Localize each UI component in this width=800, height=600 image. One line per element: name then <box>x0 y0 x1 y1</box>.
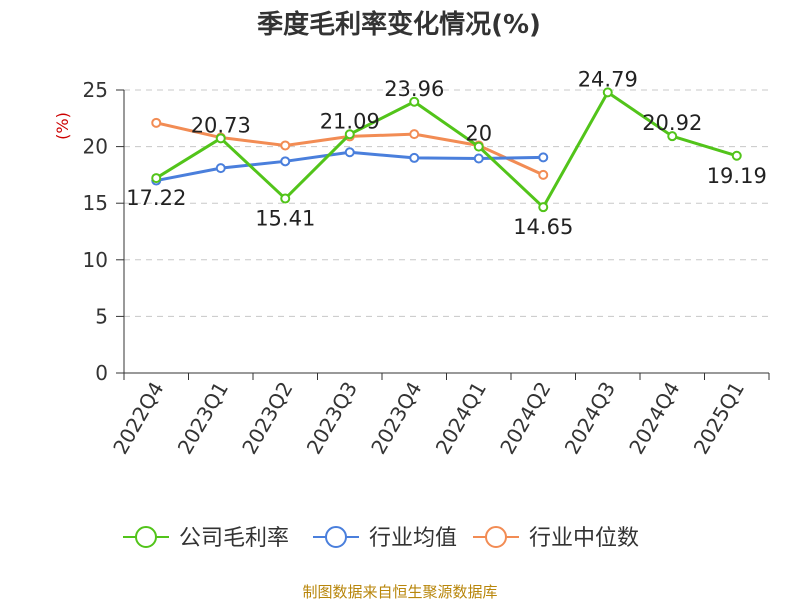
y-tick-label: 0 <box>95 361 108 385</box>
y-tick-label: 10 <box>83 248 108 272</box>
series-point <box>538 202 549 213</box>
legend-label: 公司毛利率 <box>179 526 289 551</box>
y-tick-label: 15 <box>83 191 108 215</box>
data-label: 15.41 <box>255 207 315 231</box>
data-label: 24.79 <box>578 67 638 91</box>
data-label: 20.73 <box>191 113 251 137</box>
series-point <box>344 147 355 158</box>
x-tick-label: 2023Q3 <box>302 378 362 459</box>
y-tick-label: 20 <box>83 135 108 159</box>
series-point <box>538 152 549 163</box>
data-label: 23.96 <box>384 77 444 101</box>
series-point <box>280 140 291 151</box>
data-label: 19.19 <box>707 164 767 188</box>
y-tick-label: 5 <box>95 304 108 328</box>
x-tick-label: 2023Q4 <box>366 378 426 459</box>
series-point <box>409 152 420 163</box>
data-label: 21.09 <box>320 109 380 133</box>
legend-swatch-marker <box>485 526 507 548</box>
series-point <box>344 129 355 140</box>
x-tick-label: 2023Q2 <box>237 378 297 459</box>
x-tick-label: 2023Q1 <box>173 378 233 459</box>
x-tick-label: 2022Q4 <box>108 378 168 459</box>
legend-label: 行业均值 <box>369 526 457 551</box>
series-layer <box>151 87 742 213</box>
y-axis-unit: (%) <box>53 112 72 140</box>
series-point <box>215 163 226 174</box>
data-label: 17.22 <box>126 186 186 210</box>
x-tick-label: 2024Q4 <box>624 378 684 459</box>
legend-label: 行业中位数 <box>529 526 639 551</box>
series-point <box>409 96 420 107</box>
legend-swatch-marker <box>135 526 157 548</box>
series-point <box>473 141 484 152</box>
series-point <box>151 117 162 128</box>
data-label: 20 <box>465 122 492 146</box>
data-label: 14.65 <box>513 215 573 239</box>
series-point <box>667 131 678 142</box>
gridlines <box>124 89 769 317</box>
series-point <box>280 193 291 204</box>
series-point <box>280 156 291 167</box>
x-tick-label: 2024Q3 <box>560 378 620 459</box>
series-point <box>409 129 420 140</box>
series-point <box>602 87 613 98</box>
source-note: 制图数据来自恒生聚源数据库 <box>302 583 497 600</box>
series-point <box>538 169 549 180</box>
legend-swatch-marker <box>325 526 347 548</box>
x-tick-label: 2025Q1 <box>689 378 749 459</box>
series-point <box>215 133 226 144</box>
series-point <box>473 153 484 164</box>
legend: 公司毛利率 行业均值 行业中位数 <box>123 526 639 551</box>
series-point <box>731 150 742 161</box>
data-label: 20.92 <box>642 111 702 135</box>
y-tick-label: 25 <box>83 78 108 102</box>
chart-title: 季度毛利率变化情况(%) <box>257 9 541 40</box>
series-line <box>155 90 738 209</box>
x-tick-label: 2024Q1 <box>431 378 491 459</box>
series-point <box>151 173 162 184</box>
x-tick-label: 2024Q2 <box>495 378 555 459</box>
